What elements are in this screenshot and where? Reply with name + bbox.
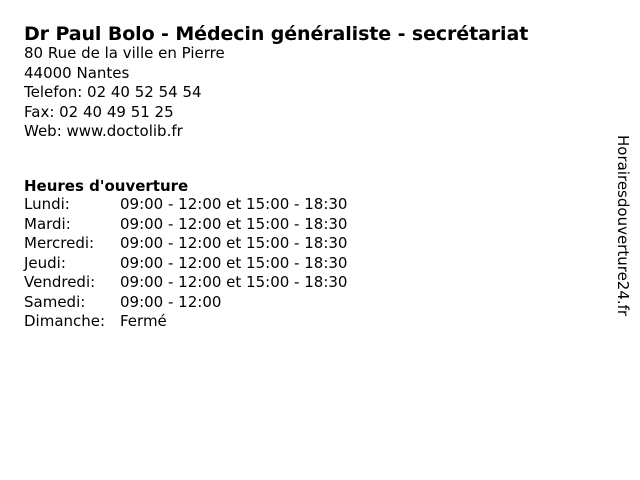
opening-hours-body: Lundi: 09:00 - 12:00 et 15:00 - 18:30 Ma… bbox=[24, 195, 347, 332]
day-hours: 09:00 - 12:00 et 15:00 - 18:30 bbox=[120, 214, 348, 233]
website-line: Web: www.doctolib.fr bbox=[24, 122, 183, 140]
table-row: Mercredi: 09:00 - 12:00 et 15:00 - 18:30 bbox=[24, 234, 347, 254]
day-hours: 09:00 - 12:00 et 15:00 - 18:30 bbox=[120, 273, 348, 291]
day-hours: 09:00 - 12:00 et 15:00 - 18:30 bbox=[120, 234, 348, 252]
phone-line: Telefon: 02 40 52 54 54 bbox=[24, 83, 202, 101]
day-label: Dimanche: bbox=[24, 312, 106, 330]
table-row: Lundi: 09:00 - 12:00 et 15:00 - 18:30 bbox=[24, 195, 347, 215]
day-label: Vendredi: bbox=[24, 273, 96, 291]
opening-hours-heading: Heures d'ouverture bbox=[24, 177, 189, 196]
table-row: Mardi: 09:00 - 12:00 et 15:00 - 18:30 bbox=[24, 215, 347, 235]
address-street: 80 Rue de la ville en Pierre bbox=[24, 44, 225, 62]
address-city: 44000 Nantes bbox=[24, 63, 130, 82]
table-row: Jeudi: 09:00 - 12:00 et 15:00 - 18:30 bbox=[24, 254, 347, 274]
day-label: Lundi: bbox=[24, 195, 70, 213]
page-title: Dr Paul Bolo - Médecin généraliste - sec… bbox=[24, 22, 529, 45]
day-label: Mercredi: bbox=[24, 234, 95, 252]
opening-hours-table: Lundi: 09:00 - 12:00 et 15:00 - 18:30 Ma… bbox=[24, 195, 347, 332]
table-row: Vendredi: 09:00 - 12:00 et 15:00 - 18:30 bbox=[24, 273, 347, 293]
fax-line: Fax: 02 40 49 51 25 bbox=[24, 102, 174, 121]
day-hours: 09:00 - 12:00 et 15:00 - 18:30 bbox=[120, 195, 348, 213]
day-label: Jeudi: bbox=[24, 253, 66, 272]
day-hours: 09:00 - 12:00 et 15:00 - 18:30 bbox=[120, 253, 348, 272]
table-row: Dimanche: Fermé bbox=[24, 312, 347, 332]
day-label: Mardi: bbox=[24, 214, 71, 233]
day-hours: 09:00 - 12:00 bbox=[120, 292, 222, 311]
day-label: Samedi: bbox=[24, 292, 86, 311]
contact-block: 80 Rue de la ville en Pierre 44000 Nante… bbox=[24, 44, 225, 142]
day-hours: Fermé bbox=[120, 312, 167, 330]
table-row: Samedi: 09:00 - 12:00 bbox=[24, 293, 347, 313]
watermark-label: Horairesdouverture24.fr bbox=[614, 135, 632, 317]
watermark: Horairesdouverture24.fr bbox=[614, 135, 632, 347]
